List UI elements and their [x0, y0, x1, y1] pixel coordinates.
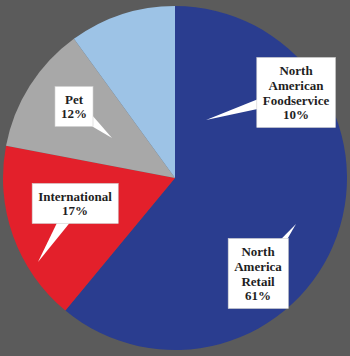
- data-label: 61%: [245, 288, 271, 303]
- pie: [3, 6, 347, 350]
- data-label: 12%: [61, 106, 87, 121]
- slice-label: International: [38, 188, 112, 203]
- callout-box: [32, 183, 118, 223]
- callout-box: [228, 238, 288, 308]
- callout: International17%: [32, 183, 118, 262]
- data-label: 17%: [62, 203, 88, 218]
- slice-label: Pet: [65, 91, 84, 106]
- callout-box: [257, 57, 336, 127]
- chart: NorthAmericaRetail61% International17% Pet…: [0, 0, 350, 356]
- slice-label: NorthAmericanFoodservice: [263, 62, 330, 107]
- callout: NorthAmericaRetail61%: [228, 224, 296, 308]
- callout: NorthAmericanFoodservice10%: [206, 57, 335, 127]
- callouts: NorthAmericaRetail61% International17% Pet…: [32, 57, 335, 308]
- background: [0, 0, 350, 356]
- slice-label: NorthAmericaRetail: [234, 243, 282, 288]
- callout-box: [55, 86, 93, 126]
- callout: Pet12%: [55, 86, 112, 138]
- data-label: 10%: [283, 107, 309, 122]
